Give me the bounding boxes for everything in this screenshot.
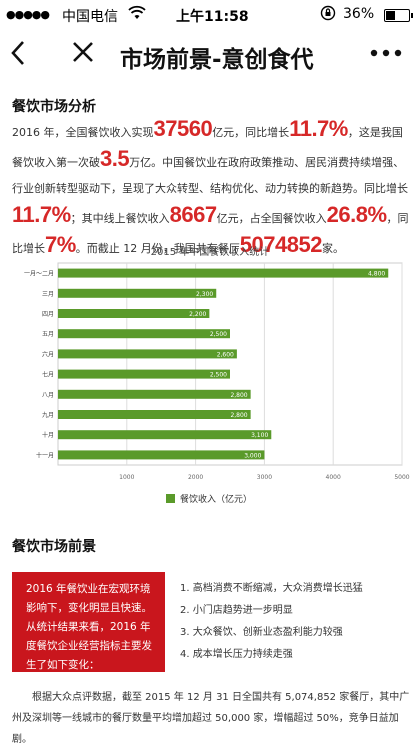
category-label: 十一月 xyxy=(36,451,54,459)
bar-value-label: 4,800 xyxy=(368,271,385,278)
bar xyxy=(58,389,251,399)
x-tick-label: 4000 xyxy=(326,474,341,481)
category-label: 九月 xyxy=(42,411,54,419)
status-bar: ●●●●● 中国电信 上午11:58 36% xyxy=(0,0,420,30)
x-tick-label: 1000 xyxy=(119,474,134,481)
x-tick-label: 5000 xyxy=(394,474,409,481)
bar-value-label: 2,500 xyxy=(210,331,227,338)
outlook-panel: 2016 年餐饮业在宏观环境影响下，变化明显且快速。从统计结果来看，2016 年… xyxy=(12,572,412,672)
signal-strength-icon: ●●●●● xyxy=(6,8,50,21)
bar-value-label: 3,100 xyxy=(251,432,268,439)
highlight-value: 5074852 xyxy=(239,232,323,257)
more-icon[interactable] xyxy=(368,38,404,74)
list-item: 1. 高档消费不断缩减，大众消费增长迅猛 xyxy=(180,583,363,594)
back-arrow-icon[interactable] xyxy=(8,38,28,74)
category-label: 七月 xyxy=(42,371,54,379)
bar xyxy=(58,430,272,440)
analysis-paragraph: 2016 年，全国餐饮收入实现37560亿元，同比增长11.7%，这是我国餐饮收… xyxy=(12,116,409,257)
section-heading-outlook: 餐饮市场前景 xyxy=(12,539,96,555)
chart-title: 2015 年中国餐饮收入统计 xyxy=(150,247,270,258)
bar xyxy=(58,309,210,318)
bar-value-label: 2,800 xyxy=(230,412,247,419)
page-title: 市场前景-意创食代 xyxy=(120,47,314,73)
bar-value-label: 2,800 xyxy=(230,392,247,399)
section-heading-analysis: 餐饮市场分析 xyxy=(12,99,96,115)
bar-value-label: 2,600 xyxy=(217,351,234,358)
close-icon[interactable] xyxy=(70,37,96,73)
wifi-icon xyxy=(128,5,146,25)
list-item: 3. 大众餐饮、创新业态盈利能力较强 xyxy=(180,627,343,638)
bar xyxy=(58,450,265,460)
category-label: 十月 xyxy=(42,431,54,439)
bar xyxy=(58,268,389,278)
chart-canvas: 1000 2000 3000 4000 5000 4,800 一月～二月 2,300 三月 2,2… xyxy=(24,262,410,505)
carrier-name: 中国电信 xyxy=(62,9,118,25)
battery-percent: 36% xyxy=(343,6,375,22)
highlight-value: 11.7% xyxy=(289,116,348,141)
outlook-list: 1. 高档消费不断缩减，大众消费增长迅猛 2. 小门店趋势进一步明显 3. 大众… xyxy=(180,578,410,666)
bar xyxy=(58,410,251,419)
bar xyxy=(58,288,217,298)
rotation-lock-icon xyxy=(320,5,336,25)
category-label: 四月 xyxy=(42,311,54,318)
battery-icon xyxy=(384,9,413,22)
highlight-value: 7% xyxy=(45,232,76,257)
highlight-value: 3.5 xyxy=(100,146,130,171)
bar xyxy=(58,369,230,379)
highlight-value: 26.8% xyxy=(326,202,387,227)
highlight-value: 11.7% xyxy=(12,202,71,227)
category-label: 八月 xyxy=(42,392,54,399)
highlight-value: 8667 xyxy=(169,202,217,227)
category-label: 一月～二月 xyxy=(24,271,54,278)
bar-value-label: 3,000 xyxy=(244,452,261,459)
outlook-summary: 2016 年餐饮业在宏观环境影响下，变化明显且快速。从统计结果来看，2016 年… xyxy=(12,572,165,672)
clock: 上午11:58 xyxy=(176,9,249,25)
bar-value-label: 2,300 xyxy=(196,291,213,298)
bar-value-label: 2,500 xyxy=(210,372,227,379)
list-item: 4. 成本增长压力持续走强 xyxy=(180,649,293,660)
category-label: 六月 xyxy=(42,350,54,358)
nav-bar: 市场前景-意创食代 xyxy=(0,30,420,78)
x-tick-label: 2000 xyxy=(188,474,203,481)
bar xyxy=(58,329,230,339)
bar-value-label: 2,200 xyxy=(189,311,206,318)
legend-swatch xyxy=(166,494,175,503)
bottom-paragraph: 根据大众点评数据，截至 2015 年 12 月 31 日全国共有 5,074,8… xyxy=(12,692,410,745)
highlight-value: 37560 xyxy=(153,116,213,141)
revenue-chart: 2015 年中国餐饮收入统计 1000 2000 3000 4000 5000 4,800… xyxy=(10,243,410,513)
legend-label: 餐饮收入（亿元） xyxy=(180,493,252,505)
list-item: 2. 小门店趋势进一步明显 xyxy=(180,605,293,616)
category-label: 五月 xyxy=(42,331,54,338)
x-tick-label: 3000 xyxy=(257,474,272,481)
category-label: 三月 xyxy=(42,291,54,298)
bar xyxy=(58,349,237,359)
